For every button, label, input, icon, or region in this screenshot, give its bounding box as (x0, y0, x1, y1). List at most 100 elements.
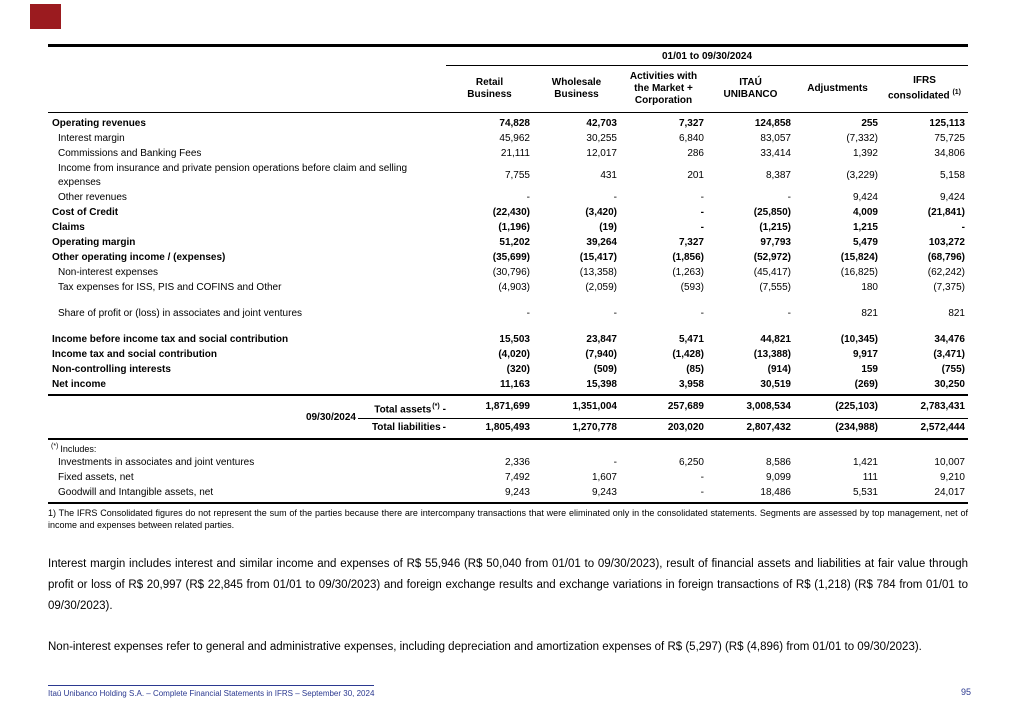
row-value: 6,840 (678, 132, 704, 144)
row-label: Income from insurance and private pensio… (58, 162, 408, 188)
row-value: (7,332) (846, 132, 878, 144)
row-value: 5,158 (939, 169, 965, 181)
table-row: Tax expenses for ISS, PIS and COFINS and… (48, 280, 968, 295)
row-value: (13,388) (753, 348, 791, 360)
row-value: 124,858 (754, 117, 791, 129)
row-value: 97,793 (760, 236, 791, 248)
period-header: 01/01 to 09/30/2024 (446, 47, 968, 66)
row-label: Commissions and Banking Fees (58, 147, 202, 159)
table-row: Other revenues - - - - 9,424 9,424 (48, 190, 968, 205)
row-value: - (787, 191, 791, 203)
row-label: Claims (52, 221, 85, 233)
page-number: 95 (960, 687, 971, 697)
col-header-adjustments: Adjustments (807, 83, 868, 94)
row-value: (52,972) (753, 251, 791, 263)
row-value: 821 (948, 307, 965, 319)
table-row: Income before income tax and social cont… (48, 332, 968, 347)
row-value: - (700, 307, 704, 319)
row-value: (755) (941, 363, 965, 375)
row-value: - (700, 486, 704, 498)
row-label: Operating revenues (52, 117, 146, 129)
row-value: 12,017 (586, 147, 617, 159)
row-value: - (613, 191, 617, 203)
col-header-itau-unibanco: ITAÚ UNIBANCO (723, 77, 778, 100)
table-row: Other operating income / (expenses) (35,6… (48, 250, 968, 265)
row-value: (593) (680, 281, 704, 293)
row-value: 9,424 (852, 191, 878, 203)
includes-title: (*) Includes: (48, 440, 968, 455)
column-header-row: Retail Business Wholesale Business Activ… (48, 66, 968, 113)
row-value: - (526, 191, 530, 203)
row-value: (1,196) (498, 221, 530, 233)
row-value: 34,806 (934, 147, 965, 159)
table-row: Net income 11,163 15,398 3,958 30,519 (269) 30… (48, 377, 968, 392)
row-value: 30,250 (934, 378, 965, 390)
row-value: (269) (854, 378, 878, 390)
row-value: (320) (506, 363, 530, 375)
row-label: Fixed assets, net (58, 471, 134, 483)
includes-rows: Investments in associates and joint vent… (48, 455, 968, 500)
row-value: 15,503 (499, 333, 530, 345)
period-header-spacer (48, 47, 446, 66)
totals-label-suffix: - (442, 422, 446, 434)
row-value: 18,486 (760, 486, 791, 498)
totals-label-text: Total assets (374, 404, 432, 416)
row-value: (19) (599, 221, 617, 233)
row-value: (1,263) (672, 266, 704, 278)
row-value: 111 (862, 471, 878, 483)
totals-value: (225,103) (794, 398, 881, 420)
row-value: (1,215) (759, 221, 791, 233)
row-value: 9,210 (939, 471, 965, 483)
row-label: Operating margin (52, 236, 136, 248)
row-value: (2,059) (585, 281, 617, 293)
totals-value: 2,572,444 (920, 422, 966, 434)
row-value: 821 (861, 307, 878, 319)
totals-value: 2,783,431 (881, 398, 968, 420)
row-label: Interest margin (58, 132, 125, 144)
row-value: 5,471 (678, 333, 704, 345)
totals-section: 09/30/2024 Total assets(*) -1,871,699 1,35… (48, 394, 968, 441)
row-value: (13,358) (579, 266, 617, 278)
row-value: 15,398 (586, 378, 617, 390)
period-header-row: 01/01 to 09/30/2024 (48, 47, 968, 66)
table-row: Commissions and Banking Fees 21,111 12,017… (48, 146, 968, 161)
row-value: 9,424 (939, 191, 965, 203)
row-value: 8,586 (765, 456, 791, 468)
row-value: 6,250 (678, 456, 704, 468)
row-value: 255 (861, 117, 878, 129)
segment-report-table: 01/01 to 09/30/2024 Retail Business Whol… (48, 44, 968, 394)
row-value: - (613, 307, 617, 319)
totals-row-label: Total assets(*) - (358, 398, 446, 420)
row-value: 3,958 (678, 378, 704, 390)
row-value: 75,725 (934, 132, 965, 144)
totals-label-suffix: - (442, 404, 446, 416)
row-value: (15,417) (579, 251, 617, 263)
row-value: (85) (686, 363, 704, 375)
row-value: (3,229) (846, 169, 878, 181)
row-value: (1,428) (672, 348, 704, 360)
row-value: 21,111 (500, 147, 530, 159)
row-value: 103,272 (928, 236, 965, 248)
row-value: 5,531 (852, 486, 878, 498)
col-header-retail-business: Retail Business (467, 77, 512, 100)
row-value: - (700, 471, 704, 483)
footnote-1-marker: (1) (952, 89, 962, 97)
row-value: 51,202 (499, 236, 530, 248)
table-row: Share of profit or (loss) in associates … (48, 306, 968, 321)
row-value: (3,471) (933, 348, 965, 360)
table-row: Income from insurance and private pensio… (48, 161, 968, 190)
row-value: (4,903) (498, 281, 530, 293)
row-value: 125,113 (929, 117, 965, 129)
row-value: 9,917 (852, 348, 878, 360)
col-header-activities-market-corporation: Activities with the Market + Corporation (629, 71, 698, 106)
row-value: (7,940) (585, 348, 617, 360)
row-value: 7,327 (678, 236, 704, 248)
totals-value: 257,689 (620, 398, 707, 420)
row-value: (68,796) (927, 251, 965, 263)
row-value: (21,841) (927, 206, 965, 218)
row-label: Income tax and social contribution (52, 348, 218, 360)
row-value: 45,962 (499, 132, 530, 144)
row-value: 83,057 (760, 132, 791, 144)
includes-section: (*) Includes: Investments in associates a… (48, 440, 968, 505)
